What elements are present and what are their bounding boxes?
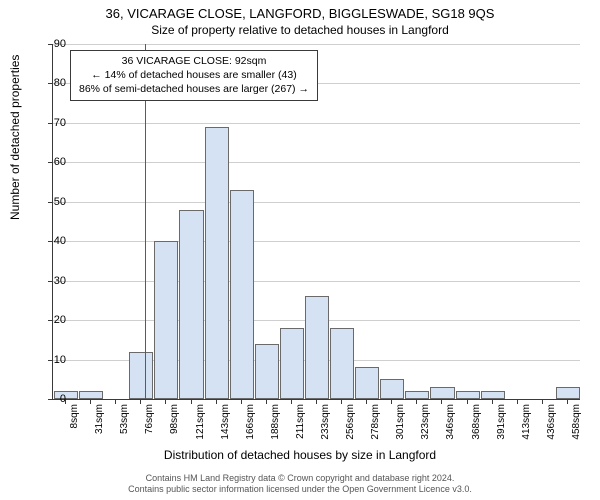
x-tick-label: 368sqm [471,404,482,454]
histogram-bar [154,241,178,399]
footer-line-2: Contains public sector information licen… [0,484,600,496]
histogram-bar [205,127,229,399]
x-tick-label: 53sqm [119,404,130,454]
annotation-line-3: 86% of semi-detached houses are larger (… [79,82,309,96]
y-tick-label: 20 [36,314,66,326]
y-tick-label: 0 [36,393,66,405]
y-tick-label: 30 [36,275,66,287]
x-tick-label: 211sqm [295,404,306,454]
chart-container: 36, VICARAGE CLOSE, LANGFORD, BIGGLESWAD… [0,0,600,500]
x-tick-label: 233sqm [320,404,331,454]
x-tick-label: 121sqm [195,404,206,454]
histogram-bar [305,296,329,399]
x-tick-label: 391sqm [496,404,507,454]
x-tick-label: 188sqm [270,404,281,454]
x-tick-label: 346sqm [445,404,456,454]
annotation-line-1: 36 VICARAGE CLOSE: 92sqm [79,54,309,68]
histogram-bar [380,379,404,399]
plot-area: 36 VICARAGE CLOSE: 92sqm ← 14% of detach… [52,44,580,400]
y-tick-label: 90 [36,38,66,50]
histogram-bar [280,328,304,399]
footer: Contains HM Land Registry data © Crown c… [0,473,600,496]
y-tick-label: 80 [36,77,66,89]
histogram-bar [179,210,203,399]
x-tick-label: 256sqm [345,404,356,454]
x-tick-label: 413sqm [521,404,532,454]
histogram-bar [355,367,379,399]
title-line-2: Size of property relative to detached ho… [0,21,600,37]
histogram-bar [230,190,254,399]
y-axis-label: Number of detached properties [8,55,22,220]
y-tick-label: 60 [36,156,66,168]
annotation-box: 36 VICARAGE CLOSE: 92sqm ← 14% of detach… [70,50,318,101]
histogram-bar [456,391,480,399]
histogram-bar [79,391,103,399]
x-tick-label: 143sqm [220,404,231,454]
title-line-1: 36, VICARAGE CLOSE, LANGFORD, BIGGLESWAD… [0,0,600,21]
x-tick-label: 98sqm [169,404,180,454]
y-tick-label: 50 [36,196,66,208]
histogram-bar [405,391,429,399]
x-tick-label: 278sqm [370,404,381,454]
x-axis-label: Distribution of detached houses by size … [0,448,600,462]
footer-line-1: Contains HM Land Registry data © Crown c… [0,473,600,485]
x-tick-label: 166sqm [245,404,256,454]
x-tick-label: 76sqm [144,404,155,454]
x-tick-label: 8sqm [69,404,80,454]
histogram-bar [255,344,279,399]
x-tick-label: 31sqm [94,404,105,454]
x-tick-label: 301sqm [395,404,406,454]
y-tick-label: 70 [36,117,66,129]
annotation-line-2: ← 14% of detached houses are smaller (43… [79,68,309,82]
histogram-bar [556,387,580,399]
y-tick-label: 10 [36,354,66,366]
histogram-bar [481,391,505,399]
histogram-bar [330,328,354,399]
y-tick-label: 40 [36,235,66,247]
x-tick-label: 458sqm [571,404,582,454]
histogram-bar [129,352,153,399]
x-tick-label: 323sqm [420,404,431,454]
x-tick-label: 436sqm [546,404,557,454]
histogram-bar [430,387,454,399]
